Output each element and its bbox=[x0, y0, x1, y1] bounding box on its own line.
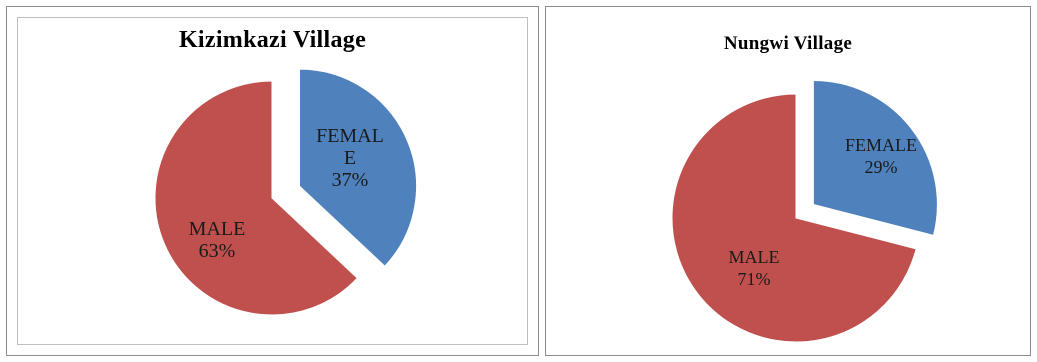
slice-data-label: FEMALE 29% bbox=[845, 135, 917, 177]
chart-title: Kizimkazi Village bbox=[178, 27, 367, 53]
chart-panel-kizimkazi: Kizimkazi Village FEMAL E 37% MALE 63% bbox=[6, 6, 539, 356]
pie-chart-kizimkazi: FEMAL E 37% MALE 63% bbox=[154, 68, 418, 316]
slice-data-label: MALE 63% bbox=[189, 218, 246, 262]
chart-panel-nungwi: Nungwi Village FEMALE 29% MALE 71% bbox=[545, 6, 1031, 356]
chart-title: Nungwi Village bbox=[723, 33, 853, 54]
pie-slice-male bbox=[154, 80, 358, 316]
slice-data-label: MALE 71% bbox=[729, 247, 780, 289]
pie-slice-male bbox=[671, 93, 917, 343]
pie-chart-nungwi: FEMALE 29% MALE 71% bbox=[671, 80, 938, 343]
slice-data-label: FEMAL E 37% bbox=[316, 125, 384, 191]
pie-slice-female bbox=[812, 80, 938, 236]
plot-area-border bbox=[17, 17, 528, 345]
pie-slice-female bbox=[299, 68, 418, 267]
